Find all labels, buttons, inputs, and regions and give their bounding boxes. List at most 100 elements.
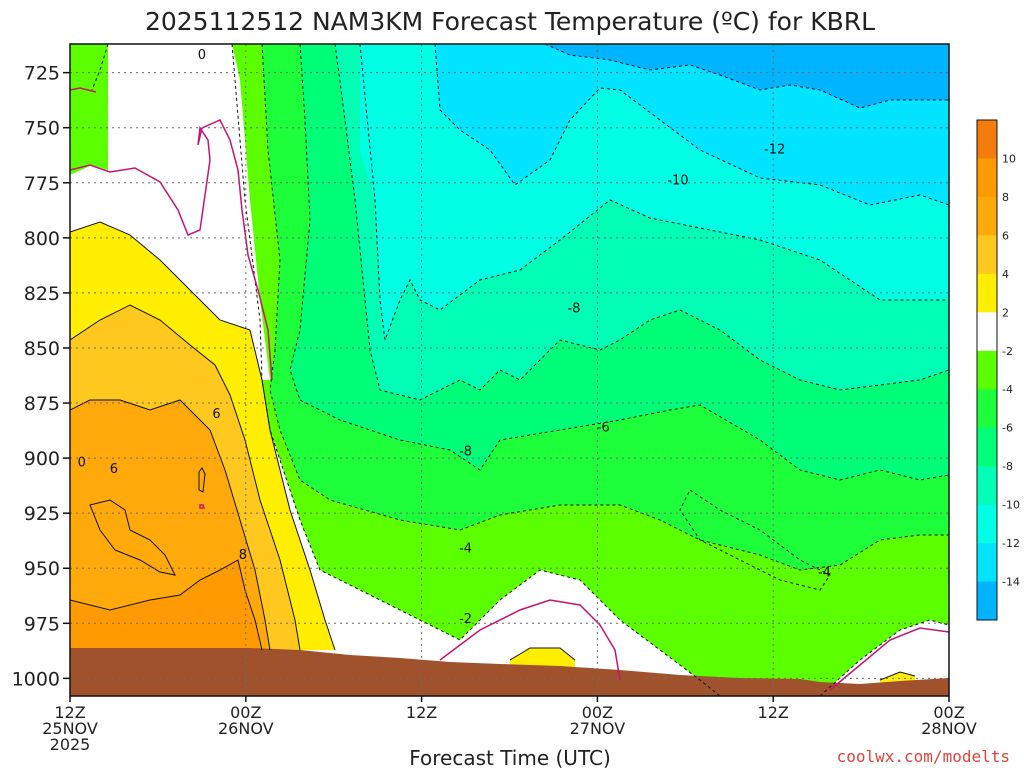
- x-tick-label: 00Z: [230, 703, 261, 722]
- contour-dashed-minus-4: [261, 44, 949, 571]
- contour-lines: [70, 44, 949, 696]
- y-tick-label: 825: [24, 283, 60, 305]
- y-tick-label: 850: [24, 338, 60, 360]
- colorbar-bin: [977, 504, 997, 544]
- x-tick-label: 00Z: [582, 703, 613, 722]
- y-tick-label: 800: [24, 228, 60, 250]
- y-axis-ticks: 725 750 775 800 825 850 875 900 925 950 975 1000: [12, 63, 70, 690]
- colorbar-label: -4: [1002, 383, 1013, 396]
- colorbar-bin: [977, 543, 997, 583]
- contour-solid-lower-right: [879, 671, 916, 681]
- colorbar: 10 8 6 4 2 -2 -4 -6 -8 -10 -12 -14: [976, 119, 1020, 621]
- colorbar-label: 2: [1002, 306, 1009, 319]
- plot-area: [70, 44, 949, 696]
- contour-label: 6: [110, 462, 118, 477]
- x-tick-label: 25NOV: [42, 719, 98, 738]
- chart-title: 2025112512 NAM3KM Forecast Temperature (…: [145, 7, 875, 36]
- contour-label: -8: [567, 301, 580, 316]
- colorbar-bin: [977, 235, 997, 275]
- contour-label: -6: [597, 420, 610, 435]
- contour-label: -10: [667, 174, 688, 189]
- contour-labels: 0 6 0 6 8 -12 -10 -8 -6 -8 -4 -4 -2: [78, 48, 831, 627]
- colorbar-label: 4: [1002, 268, 1009, 281]
- colorbar-label: -2: [1002, 345, 1013, 358]
- contour-solid-blob: [509, 647, 576, 661]
- colorbar-label: -14: [1002, 576, 1020, 589]
- contour-solid-6: [70, 399, 271, 651]
- contour-dashed-minus-14: [544, 44, 949, 109]
- freezing-line-right: [829, 627, 949, 691]
- x-tick-label: 12Z: [406, 703, 437, 722]
- contour-label: -4: [818, 566, 831, 581]
- plot-frame: [69, 43, 950, 697]
- contour-label: 6: [212, 407, 220, 422]
- colorbar-label: -8: [1002, 460, 1013, 473]
- x-axis-label: Forecast Time (UTC): [409, 746, 611, 768]
- contour-solid-small-ring: [198, 467, 206, 493]
- credit-text: coolwx.com/modelts: [837, 747, 1010, 766]
- y-tick-label: 975: [24, 613, 60, 635]
- contour-label: 8: [239, 548, 247, 563]
- contour-label: -4: [459, 541, 472, 556]
- colorbar-label: 8: [1002, 191, 1009, 204]
- contour-dashed-minus-6: [289, 44, 949, 481]
- x-tick-label: 27NOV: [570, 719, 626, 738]
- region-yellow-blob: [510, 648, 575, 670]
- colorbar-bin: [977, 120, 997, 159]
- x-tick-label: 00Z: [933, 703, 964, 722]
- y-tick-label: 725: [24, 63, 60, 85]
- colorbar-bin: [977, 466, 997, 506]
- x-tick-label: 2025: [50, 735, 91, 754]
- contour-label: 0: [78, 456, 86, 471]
- colorbar-bin: [977, 427, 997, 467]
- contour-solid-4: [70, 304, 301, 651]
- colorbar-label: -6: [1002, 422, 1013, 435]
- colorbar-bin: [977, 350, 997, 390]
- colorbar-bin: [977, 581, 997, 621]
- y-tick-label: 950: [24, 558, 60, 580]
- contour-dashed-lower-right: [819, 619, 949, 696]
- x-tick-label: 12Z: [758, 703, 789, 722]
- contour-solid-inner-6: [89, 499, 176, 576]
- contour-dashed-minus-8: [334, 44, 949, 401]
- colorbar-bin: [977, 196, 997, 236]
- colorbar-bin: [977, 389, 997, 429]
- y-tick-label: 1000: [12, 668, 60, 690]
- y-tick-label: 875: [24, 393, 60, 415]
- colorbar-label: 6: [1002, 229, 1009, 242]
- freezing-line-mid: [70, 87, 97, 93]
- terrain: [70, 648, 949, 696]
- y-tick-label: 925: [24, 503, 60, 525]
- contour-solid-2: [70, 221, 336, 651]
- contour-label: -8: [459, 445, 472, 460]
- region-cyan-minus-16-to-minus-14: [545, 44, 949, 108]
- region-white-lower-right: [820, 620, 949, 696]
- gridlines: [70, 44, 949, 696]
- region-green-upper-left: [70, 44, 108, 90]
- freezing-lines: [70, 87, 949, 691]
- contour-label: 0: [198, 48, 206, 63]
- contour-dashed-minus-12: [434, 44, 949, 206]
- region-orange-8-to-10: [70, 560, 262, 650]
- y-tick-label: 750: [24, 118, 60, 140]
- contour-dashed-minus-10: [359, 44, 949, 341]
- contour-label: -12: [764, 143, 785, 158]
- contour-dashed-inner-minus-4: [679, 489, 831, 591]
- colorbar-frame: [976, 119, 998, 621]
- colorbar-label: -12: [1002, 537, 1020, 550]
- freezing-line-lower: [439, 599, 621, 681]
- x-tick-label: 28NOV: [921, 719, 977, 738]
- contour-solid-8: [70, 559, 263, 651]
- y-tick-label: 775: [24, 173, 60, 195]
- colorbar-label: -10: [1002, 499, 1020, 512]
- x-tick-label: 12Z: [54, 703, 85, 722]
- contour-dashed-minus-2: [231, 44, 721, 696]
- colorbar-bin: [977, 158, 997, 198]
- colorbar-bin: [977, 273, 997, 313]
- colorbar-bin: [977, 312, 997, 352]
- y-tick-label: 900: [24, 448, 60, 470]
- freezing-line-small: [199, 504, 206, 509]
- x-tick-label: 26NOV: [218, 719, 274, 738]
